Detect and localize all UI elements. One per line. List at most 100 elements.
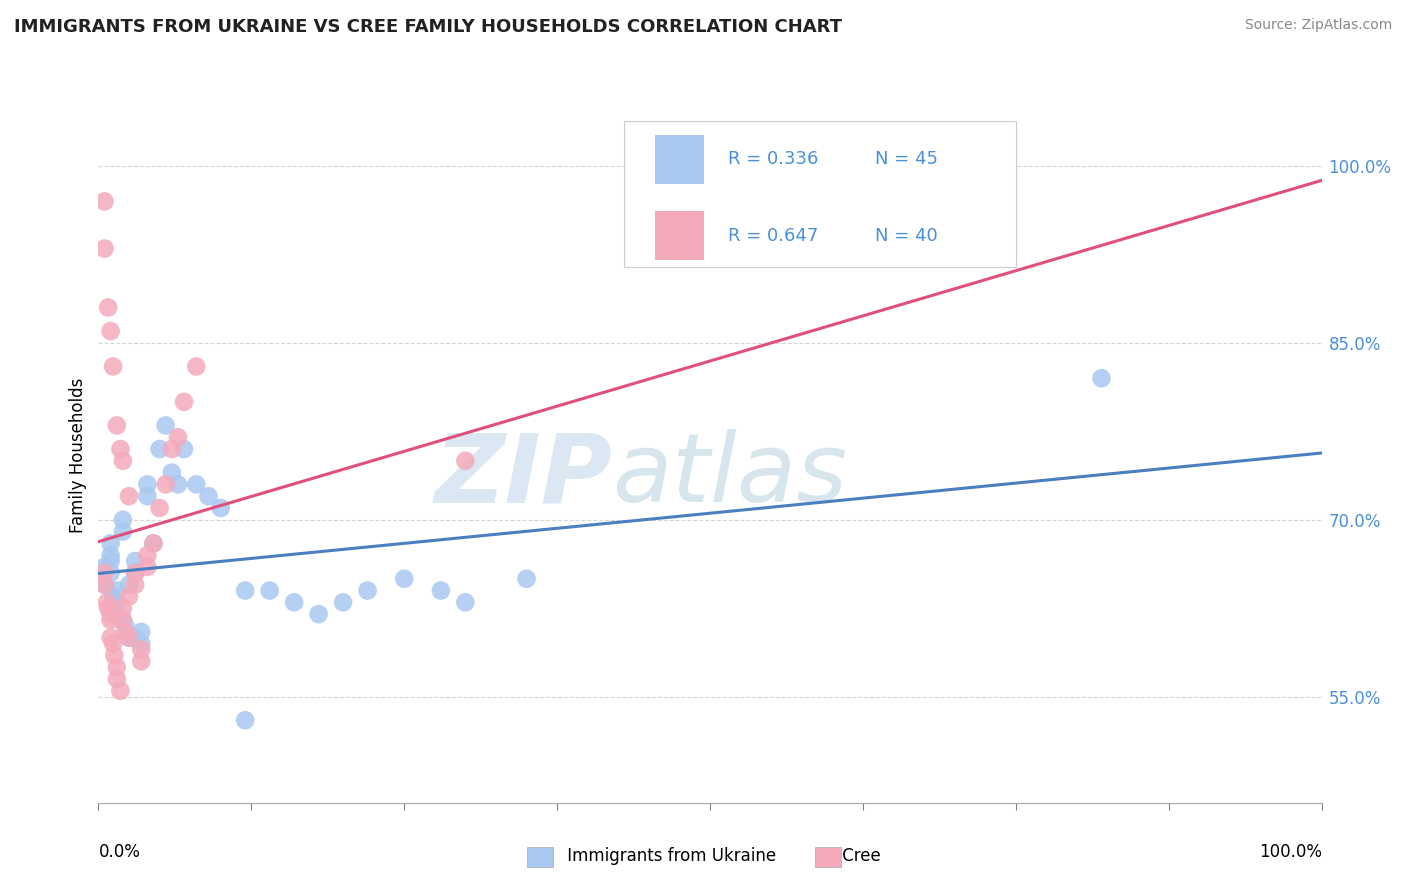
Point [105, 418, 128, 433]
Point [124, 566, 146, 580]
Point [111, 524, 134, 539]
Point [308, 607, 330, 621]
Point [93, 566, 115, 580]
Point [110, 442, 132, 456]
Point [100, 548, 122, 562]
Point [454, 454, 477, 468]
Point [93, 242, 115, 256]
Point [160, 466, 183, 480]
FancyBboxPatch shape [655, 135, 704, 184]
Point [173, 442, 195, 456]
Point [93, 194, 115, 209]
Point [155, 418, 177, 433]
Text: Source: ZipAtlas.com: Source: ZipAtlas.com [1244, 18, 1392, 32]
Point [136, 560, 159, 574]
Point [233, 713, 256, 727]
Point [100, 631, 122, 645]
Point [392, 572, 416, 586]
Point [118, 631, 141, 645]
Point [186, 359, 208, 374]
Point [101, 359, 124, 374]
FancyBboxPatch shape [624, 121, 1015, 267]
Point [173, 395, 195, 409]
Point [124, 554, 146, 568]
Point [356, 583, 378, 598]
Text: Immigrants from Ukraine: Immigrants from Ukraine [562, 847, 776, 865]
Point [149, 442, 172, 456]
Point [142, 536, 165, 550]
Point [129, 654, 152, 668]
Point [100, 536, 122, 550]
Point [114, 619, 136, 633]
Point [136, 489, 159, 503]
Point [103, 601, 125, 615]
Point [136, 548, 159, 562]
Text: R = 0.647: R = 0.647 [728, 227, 818, 244]
Point [118, 489, 141, 503]
Point [105, 672, 128, 686]
Point [118, 631, 141, 645]
Point [111, 613, 134, 627]
Text: 0.0%: 0.0% [98, 843, 141, 861]
Point [101, 637, 124, 651]
Point [105, 607, 128, 621]
Point [100, 554, 122, 568]
Point [186, 477, 208, 491]
Point [124, 566, 146, 580]
Point [93, 577, 115, 591]
Point [129, 637, 152, 651]
FancyBboxPatch shape [655, 211, 704, 260]
Point [105, 583, 128, 598]
Point [155, 477, 177, 491]
Text: Cree: Cree [837, 847, 880, 865]
Point [259, 583, 281, 598]
Point [110, 683, 132, 698]
Text: N = 45: N = 45 [875, 150, 938, 169]
Point [1090, 371, 1112, 385]
Point [454, 595, 477, 609]
Point [233, 583, 256, 598]
Point [101, 590, 124, 604]
Point [129, 642, 152, 657]
Text: 100.0%: 100.0% [1258, 843, 1322, 861]
Point [93, 560, 115, 574]
Point [93, 577, 115, 591]
Point [118, 590, 141, 604]
Point [97, 301, 120, 315]
Point [105, 660, 128, 674]
Point [100, 613, 122, 627]
Point [100, 324, 122, 338]
Point [111, 454, 134, 468]
Y-axis label: Family Households: Family Households [69, 377, 87, 533]
Point [111, 601, 134, 615]
Point [129, 624, 152, 639]
Text: atlas: atlas [612, 429, 848, 523]
Point [167, 477, 190, 491]
Point [209, 500, 232, 515]
Point [124, 631, 146, 645]
Point [124, 577, 146, 591]
Point [103, 648, 125, 663]
Point [142, 536, 165, 550]
Point [100, 607, 122, 621]
Point [160, 442, 183, 456]
Point [515, 572, 537, 586]
Text: ZIP: ZIP [434, 429, 612, 523]
Point [97, 601, 120, 615]
Point [111, 513, 134, 527]
Point [283, 595, 305, 609]
Point [136, 477, 159, 491]
Point [167, 430, 190, 444]
Text: N = 40: N = 40 [875, 227, 938, 244]
Text: R = 0.336: R = 0.336 [728, 150, 818, 169]
Point [96, 595, 118, 609]
Point [149, 500, 172, 515]
Text: IMMIGRANTS FROM UKRAINE VS CREE FAMILY HOUSEHOLDS CORRELATION CHART: IMMIGRANTS FROM UKRAINE VS CREE FAMILY H… [14, 18, 842, 36]
Point [105, 595, 128, 609]
Point [111, 613, 134, 627]
Point [332, 595, 354, 609]
Point [100, 566, 122, 580]
Point [114, 624, 136, 639]
Point [118, 577, 141, 591]
Point [430, 583, 453, 598]
